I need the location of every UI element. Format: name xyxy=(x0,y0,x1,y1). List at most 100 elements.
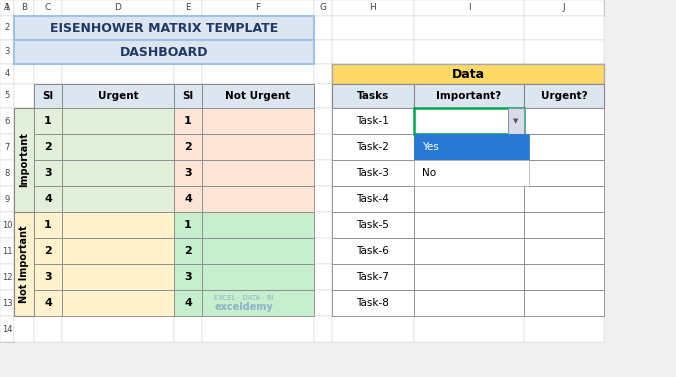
Bar xyxy=(0,238,14,264)
Bar xyxy=(34,84,62,108)
Bar xyxy=(62,108,174,134)
Bar xyxy=(62,64,174,84)
Bar xyxy=(62,84,174,108)
Bar xyxy=(62,134,174,160)
Bar xyxy=(34,160,62,186)
Bar xyxy=(314,134,332,160)
Text: Task-2: Task-2 xyxy=(356,142,389,152)
Bar xyxy=(524,290,604,316)
Bar xyxy=(62,0,174,16)
Bar xyxy=(14,212,34,316)
Bar xyxy=(62,84,174,108)
Bar xyxy=(34,186,62,212)
Bar xyxy=(314,16,332,40)
Bar xyxy=(508,108,524,134)
Bar xyxy=(314,160,332,186)
Bar xyxy=(34,108,62,134)
Bar xyxy=(0,0,14,16)
Bar xyxy=(202,134,314,160)
Bar xyxy=(202,238,314,264)
Bar xyxy=(524,238,604,264)
Text: 8: 8 xyxy=(4,169,9,178)
Bar xyxy=(14,84,34,108)
Text: 3: 3 xyxy=(44,168,52,178)
Bar xyxy=(34,264,62,290)
Bar xyxy=(524,212,604,238)
Bar xyxy=(34,264,62,290)
Bar xyxy=(414,84,524,108)
Text: 2: 2 xyxy=(4,23,9,32)
Bar xyxy=(314,238,332,264)
Bar xyxy=(0,160,14,186)
Bar xyxy=(62,186,174,212)
Bar xyxy=(174,160,202,186)
Text: Yes: Yes xyxy=(422,142,439,152)
Text: 2: 2 xyxy=(44,142,52,152)
Bar xyxy=(0,16,14,40)
Text: D: D xyxy=(114,3,122,12)
Bar xyxy=(414,160,524,186)
Bar xyxy=(524,290,604,316)
Bar xyxy=(414,84,524,108)
Bar xyxy=(332,186,414,212)
Bar xyxy=(332,108,414,134)
Bar xyxy=(0,64,14,84)
Bar xyxy=(332,16,414,40)
Bar xyxy=(62,238,174,264)
Text: 10: 10 xyxy=(2,221,12,230)
Bar xyxy=(332,134,414,160)
Text: Important?: Important? xyxy=(437,91,502,101)
Bar xyxy=(202,316,314,342)
Bar xyxy=(332,64,414,84)
Bar xyxy=(332,264,414,290)
Bar xyxy=(524,160,604,186)
Bar xyxy=(174,134,202,160)
Bar xyxy=(174,238,202,264)
Bar xyxy=(174,108,202,134)
Bar xyxy=(524,64,604,84)
Text: Task-4: Task-4 xyxy=(356,194,389,204)
Bar xyxy=(202,212,314,238)
Bar xyxy=(202,160,314,186)
Bar xyxy=(414,238,524,264)
Text: 7: 7 xyxy=(4,143,9,152)
Text: J: J xyxy=(562,3,565,12)
Bar xyxy=(332,108,414,134)
Bar xyxy=(524,264,604,290)
Text: 12: 12 xyxy=(2,273,12,282)
Bar xyxy=(0,212,14,238)
Bar xyxy=(62,238,174,264)
Bar xyxy=(414,40,524,64)
Bar xyxy=(202,0,314,16)
Text: Not Urgent: Not Urgent xyxy=(225,91,291,101)
Bar xyxy=(332,264,414,290)
Bar xyxy=(174,64,202,84)
Bar xyxy=(314,108,332,134)
Bar xyxy=(0,186,14,212)
Bar xyxy=(14,0,34,16)
Bar xyxy=(414,134,524,160)
Bar xyxy=(414,108,524,134)
Bar xyxy=(0,0,14,16)
Bar xyxy=(202,238,314,264)
Bar xyxy=(314,212,332,238)
Bar xyxy=(332,0,414,16)
Bar xyxy=(174,212,202,238)
Bar xyxy=(34,238,62,264)
Bar xyxy=(0,264,14,290)
Text: C: C xyxy=(45,3,51,12)
Bar xyxy=(34,0,62,16)
Text: 3: 3 xyxy=(184,272,192,282)
Bar xyxy=(524,84,604,108)
Bar xyxy=(14,160,34,186)
Text: 1: 1 xyxy=(184,220,192,230)
Bar xyxy=(414,212,524,238)
Text: E: E xyxy=(185,3,191,12)
Bar xyxy=(174,84,202,108)
Bar xyxy=(524,160,604,186)
Bar xyxy=(414,0,524,16)
Bar xyxy=(202,264,314,290)
Bar xyxy=(332,40,414,64)
Text: Sl: Sl xyxy=(43,91,53,101)
Bar xyxy=(34,84,62,108)
